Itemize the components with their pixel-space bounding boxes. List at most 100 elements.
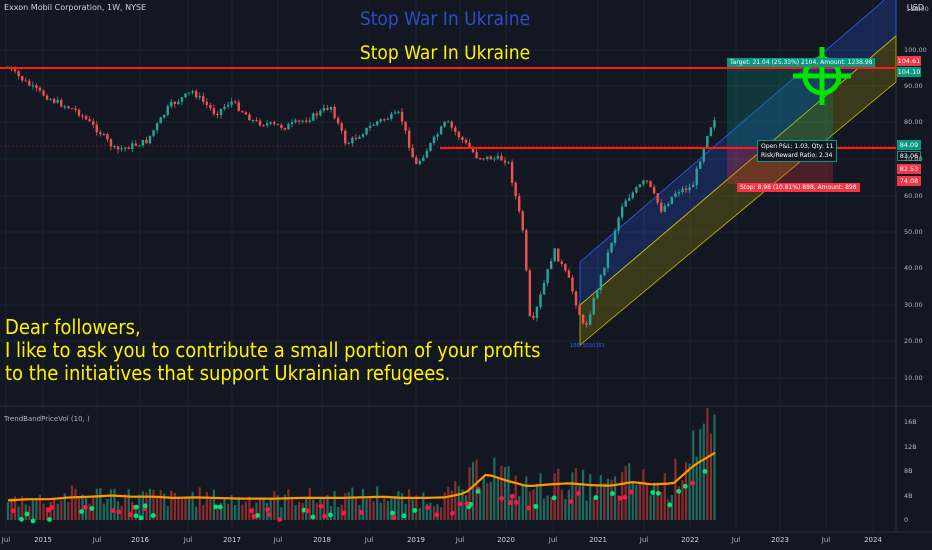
candle-body — [77, 109, 81, 116]
candle-body — [45, 95, 49, 100]
candle-body — [571, 277, 574, 292]
candle-body — [553, 248, 556, 262]
volume-signal-dot — [702, 468, 708, 474]
candle-body — [315, 113, 319, 116]
volume-bar — [372, 501, 375, 520]
candle-body — [223, 106, 226, 109]
candle-body — [539, 294, 542, 307]
volume-bar — [443, 492, 446, 520]
candle-body — [276, 123, 279, 125]
volume-bar — [713, 414, 716, 520]
candle-body — [613, 230, 617, 243]
candle-body — [557, 248, 560, 262]
volume-bar — [425, 503, 428, 520]
price-axis-tick: 100.00 — [904, 46, 927, 54]
candle-body — [180, 97, 184, 102]
candle-body — [113, 146, 116, 148]
volume-bar — [408, 489, 411, 520]
volume-signal-dot — [576, 490, 581, 496]
volume-bar — [468, 467, 471, 520]
volume-signal-dot — [622, 494, 628, 500]
candle-body — [159, 117, 162, 124]
volume-bar — [386, 500, 389, 520]
volume-bar — [656, 482, 659, 520]
volume-bar — [589, 473, 592, 520]
candle-body — [262, 125, 265, 127]
candle-body — [713, 120, 716, 128]
candle-body — [610, 242, 613, 253]
indicator-name[interactable]: TrendBandPriceVol (10, ) — [4, 415, 90, 423]
candle-body — [379, 119, 382, 122]
time-axis-tick: 2019 — [407, 536, 425, 544]
target-label[interactable]: Target: 21.04 (25.33%) 2104, Amount: 123… — [727, 58, 876, 67]
candle-body — [688, 187, 691, 191]
volume-bar — [209, 498, 212, 520]
candle-body — [194, 91, 198, 98]
candle-body — [344, 130, 347, 144]
candle-body — [258, 120, 262, 126]
stop-label[interactable]: Stop: 8.98 (10.81%) 898, Amount: 898 — [737, 183, 860, 192]
candle-body — [670, 196, 674, 204]
volume-bar — [542, 498, 546, 520]
volume-bar — [251, 507, 255, 520]
volume-bar — [567, 489, 570, 520]
volume-bar — [134, 504, 137, 520]
candle-body — [432, 136, 436, 144]
candle-body — [599, 275, 603, 291]
price-axis-tick: 80.00 — [904, 118, 923, 126]
volume-signal-dot — [401, 513, 407, 519]
candle-body — [294, 120, 297, 123]
volume-signal-dot — [526, 505, 532, 511]
volume-bar — [322, 497, 326, 520]
volume-bar — [667, 499, 670, 520]
volume-bar — [422, 492, 425, 520]
volume-signal-dot — [79, 509, 85, 514]
volume-bar — [404, 504, 407, 520]
volume-signal-dot — [450, 510, 455, 516]
volume-bar — [148, 488, 152, 520]
volume-bar — [315, 503, 318, 520]
candle-body — [13, 69, 17, 72]
volume-bar — [152, 489, 155, 520]
candle-body — [322, 107, 326, 111]
candle-body — [336, 118, 340, 124]
volume-bar — [223, 498, 226, 520]
volume-bar — [571, 472, 574, 520]
candle-body — [521, 211, 524, 231]
volume-signal-dot — [266, 512, 272, 518]
candle-body — [123, 147, 127, 149]
time-axis-tick: Jul — [455, 536, 465, 544]
candle-body — [695, 168, 698, 186]
price-axis-tick: 110.00 — [906, 5, 929, 13]
volume-bar — [532, 489, 535, 520]
volume-bar — [63, 493, 66, 520]
volume-bar — [706, 408, 709, 520]
currency-label[interactable]: USD — [906, 3, 924, 12]
candle-body — [237, 102, 240, 111]
long-position-profit-zone[interactable] — [727, 67, 833, 148]
volume-bar — [262, 498, 265, 520]
candle-body — [84, 116, 88, 120]
time-axis-tick: 2023 — [771, 536, 789, 544]
pnl-label[interactable]: Open P&L: 1.03, Qty: 11 Risk/Reward Rati… — [757, 140, 838, 162]
candle-body — [280, 124, 283, 128]
time-axis-tick: Jul — [821, 536, 831, 544]
volume-signal-dot — [318, 503, 324, 509]
candle-body — [38, 87, 42, 91]
candle-body — [674, 193, 677, 197]
candle-body — [148, 135, 152, 144]
volume-signal-dot — [434, 512, 440, 518]
volume-bar — [138, 494, 141, 520]
volume-bar — [14, 496, 17, 520]
volume-signal-dot — [425, 505, 430, 511]
candle-body — [635, 187, 638, 193]
candle-body — [567, 270, 571, 278]
candle-body — [581, 314, 585, 324]
volume-bar — [241, 504, 244, 520]
candle-body — [191, 91, 194, 93]
candle-body — [461, 137, 464, 140]
volume-bar — [493, 457, 496, 520]
small-id-label: 18675550351 — [570, 343, 605, 349]
candle-body — [560, 261, 563, 265]
